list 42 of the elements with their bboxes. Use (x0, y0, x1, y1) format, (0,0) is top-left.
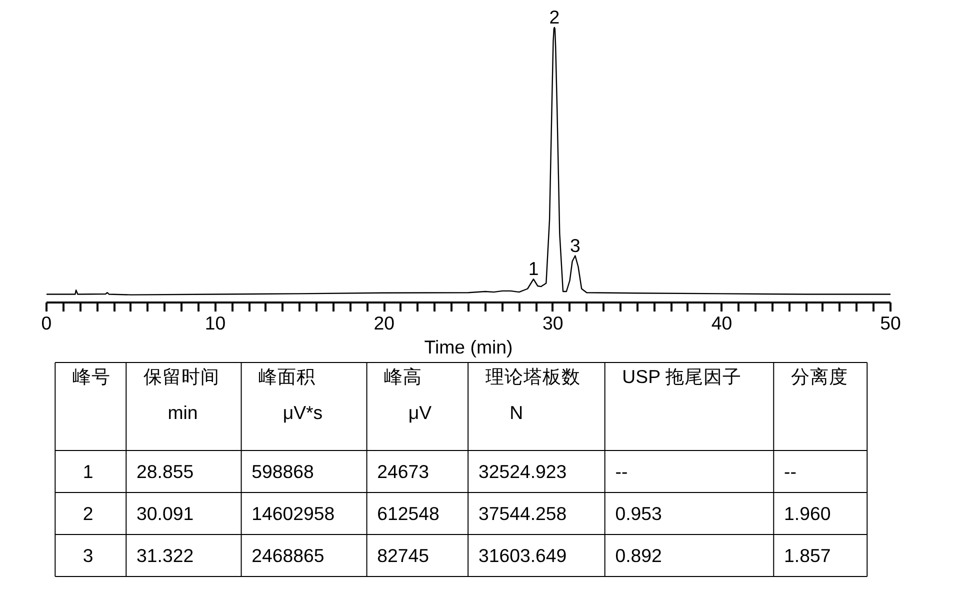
x-axis-title: Time (min) (424, 336, 513, 358)
x-tick-label: 20 (374, 312, 394, 334)
text: 32524.923 (478, 461, 567, 482)
text: 1.857 (784, 545, 831, 566)
text: 37544.258 (478, 503, 567, 524)
category-label: 峰高 (384, 366, 422, 387)
annotation: 3 (570, 234, 580, 256)
x-tick-label: 30 (542, 312, 564, 334)
text: -- (784, 461, 796, 482)
text: 3 (82, 545, 94, 566)
category-label: 理论塔板数 (485, 366, 580, 387)
text: μV (408, 402, 432, 423)
text: 612548 (377, 503, 440, 524)
annotation: 1 (528, 258, 539, 280)
category-label: 峰面积 (258, 366, 316, 387)
x-tick-label: 40 (711, 312, 732, 334)
text: 14602958 (252, 503, 335, 524)
text: min (168, 402, 198, 423)
x-tick-label: 0 (41, 312, 52, 334)
category-label: 峰号 (72, 366, 110, 387)
text: 2 (82, 503, 94, 524)
text: 1.960 (784, 503, 831, 524)
category-label: 保留时间 (143, 366, 220, 387)
text: 0.953 (615, 503, 662, 524)
text: 30.091 (136, 503, 194, 524)
text: N (510, 402, 524, 423)
annotation: 2 (549, 6, 560, 28)
text: 0.892 (615, 545, 662, 566)
category-label: 分离度 (790, 366, 848, 387)
text: 28.855 (136, 461, 194, 482)
text: μV*s (282, 402, 323, 423)
x-tick-label: 50 (880, 312, 901, 334)
text: 24673 (377, 461, 430, 482)
text: 31.322 (136, 545, 194, 566)
text: 31603.649 (478, 545, 567, 566)
text: 2468865 (252, 545, 324, 566)
text: -- (615, 461, 628, 482)
category-label: USP 拖尾因子 (622, 366, 742, 387)
text: 82745 (377, 545, 430, 566)
x-tick-label: 10 (204, 312, 226, 334)
text: 598868 (252, 461, 314, 482)
text: 1 (82, 461, 94, 482)
